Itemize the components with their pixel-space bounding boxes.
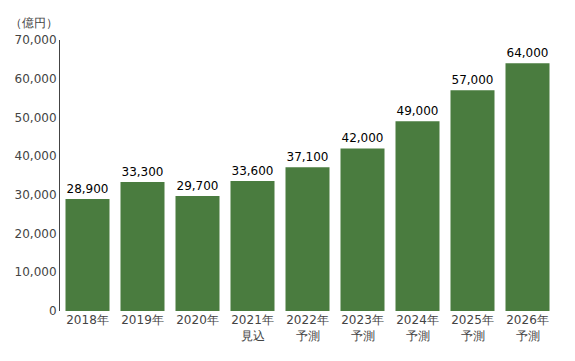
svg-text:2022年予測: 2022年予測	[286, 313, 329, 343]
svg-text:60,000: 60,000	[15, 72, 57, 86]
svg-text:2019年: 2019年	[121, 313, 164, 327]
svg-text:42,000: 42,000	[342, 131, 384, 145]
svg-text:30,000: 30,000	[15, 188, 57, 202]
svg-text:57,000: 57,000	[452, 73, 494, 87]
svg-text:64,000: 64,000	[507, 46, 549, 60]
svg-text:2020年: 2020年	[176, 313, 219, 327]
svg-text:50,000: 50,000	[15, 111, 57, 125]
svg-text:（億円）: （億円）	[10, 16, 58, 30]
svg-text:20,000: 20,000	[15, 227, 57, 241]
svg-text:33,600: 33,600	[232, 164, 274, 178]
svg-text:33,300: 33,300	[122, 165, 164, 179]
svg-text:40,000: 40,000	[15, 149, 57, 163]
svg-text:2025年予測: 2025年予測	[451, 313, 494, 343]
svg-text:49,000: 49,000	[397, 104, 439, 118]
svg-text:0: 0	[49, 304, 57, 318]
svg-text:2021年見込: 2021年見込	[231, 313, 274, 343]
svg-text:29,700: 29,700	[177, 179, 219, 193]
svg-text:10,000: 10,000	[15, 265, 57, 279]
svg-text:70,000: 70,000	[15, 33, 57, 47]
svg-text:2026年予測: 2026年予測	[506, 313, 549, 343]
svg-text:28,900: 28,900	[67, 182, 109, 196]
svg-text:2018年: 2018年	[66, 313, 109, 327]
svg-text:37,100: 37,100	[287, 150, 329, 164]
svg-text:2024年予測: 2024年予測	[396, 313, 439, 343]
svg-text:2023年予測: 2023年予測	[341, 313, 384, 343]
